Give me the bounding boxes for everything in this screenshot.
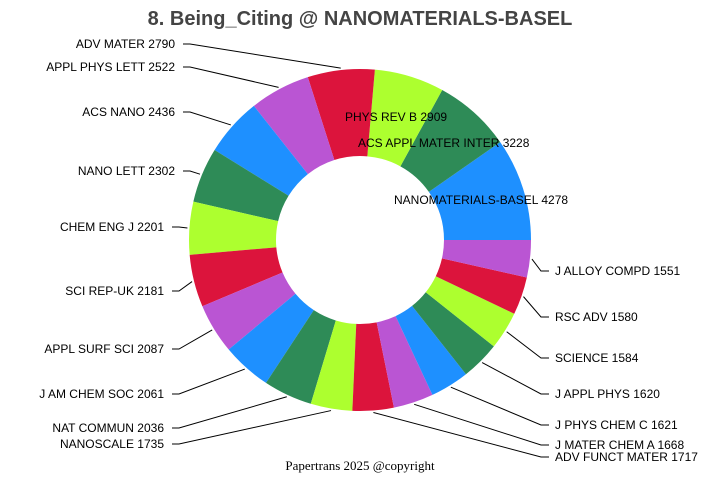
slice-j-alloy-compd[interactable]	[441, 240, 531, 278]
slice-label: ADV FUNCT MATER 1717	[555, 450, 698, 464]
slice-j-mater-chem-a[interactable]	[376, 316, 433, 408]
leader-line	[172, 368, 245, 395]
slice-label: SCIENCE 1584	[555, 351, 639, 365]
slice-rsc-adv[interactable]	[435, 258, 527, 314]
slice-nat-commun[interactable]	[266, 310, 336, 404]
slice-label: NANOSCALE 1735	[60, 437, 164, 451]
leader-line	[523, 296, 549, 318]
slice-acs-nano[interactable]	[214, 105, 308, 196]
slice-science[interactable]	[425, 276, 515, 347]
leader-line	[172, 329, 213, 350]
slice-appl-surf-sci[interactable]	[202, 272, 296, 350]
slice-phys-rev-b[interactable]	[367, 69, 443, 167]
leader-line	[183, 43, 341, 69]
leader-line	[183, 170, 201, 175]
slice-j-appl-phys[interactable]	[412, 292, 494, 375]
slice-label: ACS APPL MATER INTER 3228	[358, 136, 530, 150]
slice-label: J ALLOY COMPD 1551	[555, 264, 681, 278]
slice-acs-appl-mater-inter[interactable]	[400, 90, 501, 192]
slice-label: J AM CHEM SOC 2061	[39, 387, 164, 401]
leader-line	[481, 362, 549, 395]
slice-appl-phys-lett[interactable]	[253, 77, 335, 175]
leader-line	[373, 411, 549, 458]
leader-line	[172, 396, 287, 429]
leader-line	[172, 226, 188, 229]
slice-nano-lett[interactable]	[193, 150, 289, 222]
slice-j-phys-chem-c[interactable]	[395, 305, 466, 395]
leader-line	[414, 403, 549, 446]
slice-label: SCI REP-UK 2181	[65, 284, 164, 298]
leader-line	[172, 281, 193, 292]
leader-line	[450, 386, 549, 426]
slice-sci-rep-uk[interactable]	[189, 247, 283, 307]
leader-line	[183, 111, 231, 126]
slice-label: ACS NANO 2436	[82, 105, 175, 119]
leader-line	[531, 258, 549, 272]
slice-nanoscale[interactable]	[310, 320, 357, 411]
slice-label: J MATER CHEM A 1668	[555, 438, 684, 452]
footer-copyright: Papertrans 2025 @copyright	[285, 458, 435, 473]
leader-line	[506, 331, 549, 359]
slice-label: J PHYS CHEM C 1621	[555, 418, 678, 432]
slice-adv-funct-mater[interactable]	[352, 322, 394, 411]
chart-title: 8. Being_Citing @ NANOMATERIALS-BASEL	[148, 8, 573, 30]
slice-j-am-chem-soc[interactable]	[228, 293, 314, 383]
slice-label: RSC ADV 1580	[555, 310, 638, 324]
slice-label: APPL SURF SCI 2087	[44, 342, 164, 356]
slice-label: ADV MATER 2790	[76, 37, 175, 51]
leader-line	[183, 66, 279, 88]
slice-chem-eng-j[interactable]	[189, 201, 279, 255]
slice-label: CHEM ENG J 2201	[60, 220, 164, 234]
slice-label: NAT COMMUN 2036	[52, 421, 164, 435]
slice-adv-mater[interactable]	[307, 68, 375, 161]
slice-label: NANOMATERIALS-BASEL 4278	[394, 193, 568, 207]
slice-label: NANO LETT 2302	[78, 164, 175, 178]
slice-label: PHYS REV B 2909	[345, 110, 447, 124]
slice-label: APPL PHYS LETT 2522	[46, 60, 175, 74]
slice-label: J APPL PHYS 1620	[555, 387, 660, 401]
leader-line	[172, 410, 332, 445]
slice-nanomaterials-basel[interactable]	[428, 142, 531, 240]
